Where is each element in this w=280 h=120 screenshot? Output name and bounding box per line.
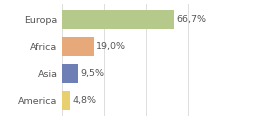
Bar [62,37,94,56]
Bar [62,64,78,83]
Text: 66,7%: 66,7% [176,15,206,24]
Text: 19,0%: 19,0% [96,42,126,51]
Text: 9,5%: 9,5% [80,69,104,78]
Bar [62,91,70,110]
Bar [62,10,174,29]
Text: 4,8%: 4,8% [72,96,96,105]
